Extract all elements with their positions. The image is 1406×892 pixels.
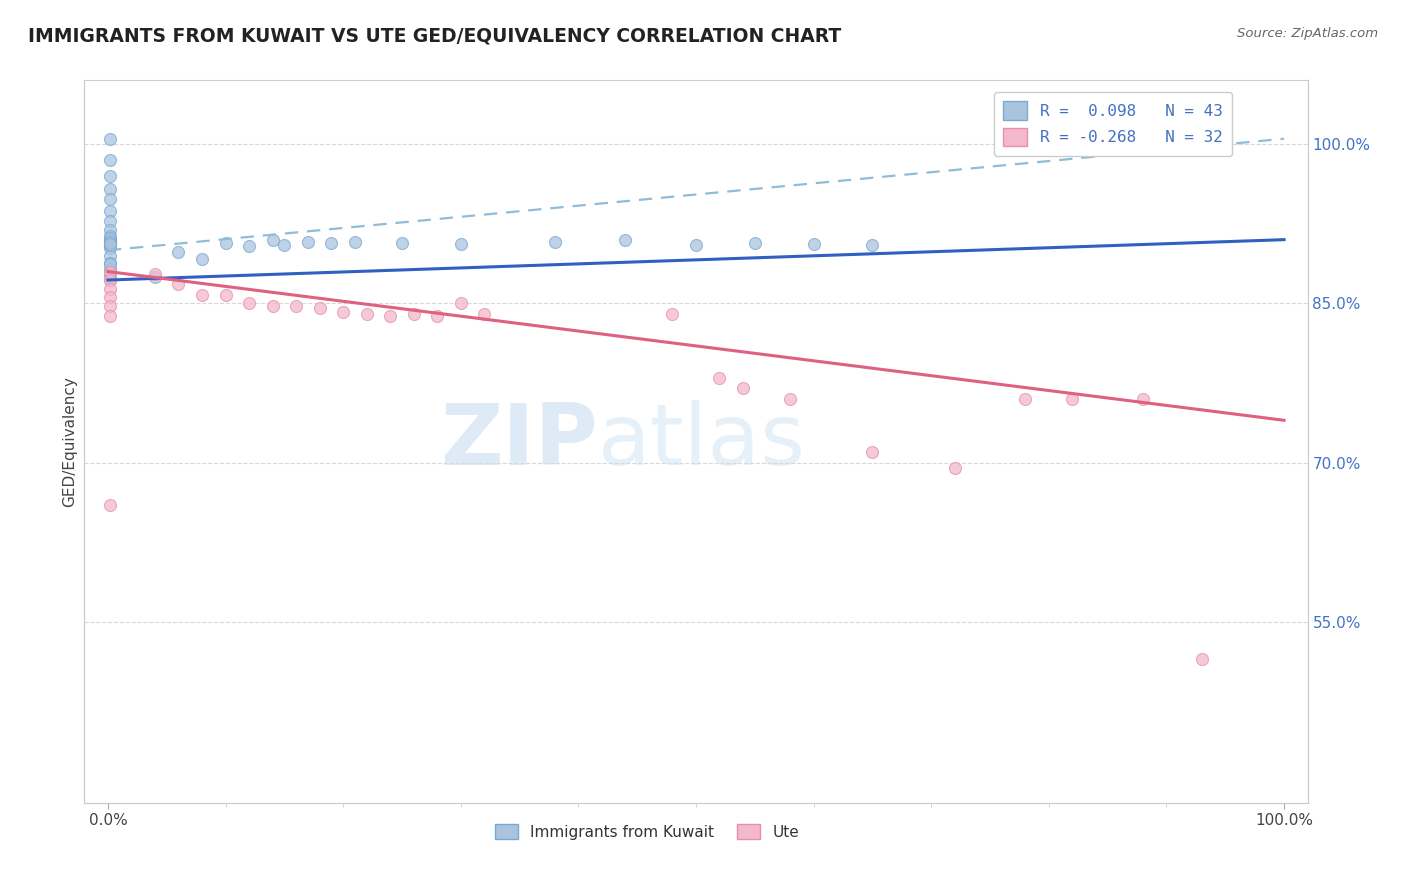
Point <box>472 307 495 321</box>
Text: Source: ZipAtlas.com: Source: ZipAtlas.com <box>1237 27 1378 40</box>
Text: IMMIGRANTS FROM KUWAIT VS UTE GED/EQUIVALENCY CORRELATION CHART: IMMIGRANTS FROM KUWAIT VS UTE GED/EQUIVA… <box>28 27 841 45</box>
Point <box>1062 392 1084 406</box>
Point <box>98 257 121 271</box>
Point <box>98 290 121 304</box>
Point <box>661 307 683 321</box>
Point <box>380 309 402 323</box>
Point <box>273 238 295 252</box>
Point <box>98 299 121 313</box>
Point <box>450 236 472 251</box>
Point <box>262 233 284 247</box>
Point <box>1132 392 1154 406</box>
Point <box>544 235 567 249</box>
Point <box>167 277 190 292</box>
Point <box>167 245 190 260</box>
Point <box>262 299 284 313</box>
Point <box>98 238 121 252</box>
Point <box>98 262 121 277</box>
Point <box>98 235 121 249</box>
Point <box>238 296 260 310</box>
Point <box>402 307 425 321</box>
Point <box>297 235 319 249</box>
Point <box>191 252 214 266</box>
Point <box>332 305 354 319</box>
Point <box>98 498 121 512</box>
Point <box>614 233 637 247</box>
Text: ZIP: ZIP <box>440 400 598 483</box>
Point <box>860 238 883 252</box>
Point <box>98 182 121 196</box>
Point <box>98 204 121 219</box>
Point <box>1191 652 1213 666</box>
Point <box>98 169 121 183</box>
Point <box>308 301 330 315</box>
Point <box>98 235 121 249</box>
Point <box>1014 392 1036 406</box>
Point <box>98 229 121 244</box>
Text: atlas: atlas <box>598 400 806 483</box>
Point <box>214 288 236 302</box>
Point <box>356 307 378 321</box>
Point <box>391 235 413 250</box>
Point <box>321 235 343 250</box>
Point <box>98 230 121 244</box>
Point <box>143 269 166 284</box>
Point <box>98 236 121 251</box>
Point <box>238 239 260 253</box>
Point <box>285 299 308 313</box>
Point <box>214 235 236 250</box>
Point <box>98 309 121 323</box>
Point <box>98 236 121 251</box>
Point <box>98 192 121 206</box>
Point <box>98 273 121 287</box>
Point <box>685 238 707 252</box>
Legend: Immigrants from Kuwait, Ute: Immigrants from Kuwait, Ute <box>489 818 806 846</box>
Point <box>98 241 121 255</box>
Point <box>98 233 121 247</box>
Point <box>98 256 121 270</box>
Point <box>343 235 366 249</box>
Point <box>731 381 754 395</box>
Point <box>191 288 214 302</box>
Point <box>98 213 121 227</box>
Y-axis label: GED/Equivalency: GED/Equivalency <box>62 376 77 507</box>
Point <box>709 371 731 385</box>
Point <box>943 461 966 475</box>
Point <box>98 233 121 247</box>
Point <box>98 153 121 167</box>
Point <box>450 296 472 310</box>
Point <box>98 281 121 295</box>
Point <box>143 267 166 281</box>
Point <box>98 264 121 278</box>
Point <box>98 249 121 263</box>
Point <box>98 273 121 287</box>
Point <box>98 233 121 247</box>
Point <box>779 392 801 406</box>
Point <box>98 268 121 282</box>
Point <box>98 132 121 146</box>
Point <box>860 445 883 459</box>
Point <box>744 235 766 250</box>
Point <box>98 223 121 237</box>
Point <box>426 309 449 323</box>
Point <box>803 236 825 251</box>
